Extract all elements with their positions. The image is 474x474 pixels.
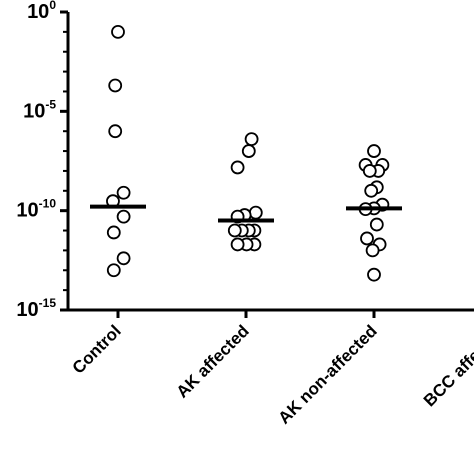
- data-point: [106, 263, 121, 278]
- data-point: [365, 243, 380, 258]
- median-lines: [90, 204, 402, 223]
- y-tick-exponent: -5: [45, 97, 56, 111]
- data-point: [364, 183, 379, 198]
- data-point: [111, 24, 125, 39]
- data-points: [106, 24, 390, 282]
- x-category-label: BCC affected: [420, 321, 474, 410]
- data-point: [244, 132, 259, 147]
- data-point: [116, 185, 131, 200]
- y-tick-base: 10: [16, 200, 38, 222]
- x-category-label: Control: [69, 321, 125, 377]
- data-point: [108, 124, 123, 139]
- data-point: [369, 217, 384, 232]
- y-tick-label: 100: [27, 0, 56, 23]
- data-point: [230, 237, 245, 252]
- x-axis: Control AK affected AK non-affected BCC aff…: [68, 308, 474, 428]
- y-tick-base: 10: [16, 299, 38, 321]
- data-point: [108, 78, 123, 93]
- y-tick-label: 10-5: [23, 97, 56, 122]
- data-point: [367, 267, 381, 282]
- data-point: [106, 225, 121, 240]
- y-tick-exponent: -15: [39, 296, 57, 310]
- y-tick-base: 10: [27, 1, 49, 23]
- data-point: [227, 223, 242, 238]
- data-point: [360, 231, 374, 246]
- data-point: [116, 209, 131, 224]
- y-tick-label: 10-10: [16, 197, 56, 222]
- y-tick-exponent: -10: [39, 197, 57, 211]
- x-category-label: AK non-affected: [275, 321, 381, 427]
- y-tick-label: 10-15: [16, 296, 56, 321]
- data-point: [367, 144, 381, 158]
- data-point: [116, 251, 131, 266]
- y-tick-exponent: 0: [49, 0, 56, 12]
- y-tick-base: 10: [23, 100, 45, 122]
- data-point: [362, 164, 377, 178]
- data-point: [248, 205, 263, 220]
- data-point: [230, 160, 245, 175]
- x-category-label: AK affected: [173, 321, 253, 401]
- data-point: [241, 144, 256, 158]
